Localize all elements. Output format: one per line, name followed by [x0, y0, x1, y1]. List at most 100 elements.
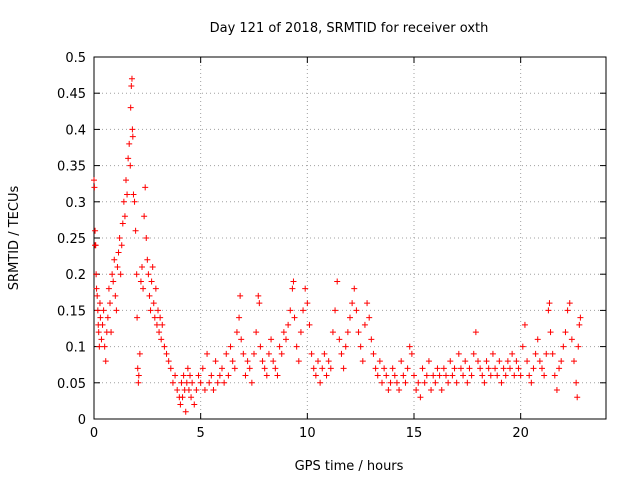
data-point	[574, 394, 581, 401]
data-point	[204, 350, 211, 357]
data-point	[121, 213, 128, 220]
data-point	[261, 365, 268, 372]
data-point	[391, 372, 398, 379]
data-point	[564, 307, 571, 314]
data-point	[96, 300, 103, 307]
data-point	[411, 372, 417, 379]
data-point	[536, 358, 543, 365]
data-point	[152, 285, 159, 292]
data-point	[148, 278, 155, 285]
data-point	[402, 379, 409, 386]
data-point	[118, 242, 125, 249]
x-tick-label: 0	[90, 426, 98, 441]
data-point	[131, 198, 138, 205]
data-point	[193, 387, 200, 394]
data-point	[417, 394, 424, 401]
y-tick-label: 0.05	[57, 377, 86, 392]
data-point	[532, 350, 539, 357]
data-point	[575, 343, 582, 350]
data-point	[110, 278, 117, 285]
data-point	[270, 358, 277, 365]
x-tick-label: 20	[512, 426, 529, 441]
data-point	[568, 336, 575, 343]
data-point	[240, 350, 247, 357]
data-point	[199, 365, 206, 372]
data-point	[289, 285, 296, 292]
data-point	[400, 372, 407, 379]
data-point	[246, 365, 253, 372]
data-point	[134, 365, 141, 372]
data-point	[466, 365, 473, 372]
data-point	[98, 336, 105, 343]
data-point	[457, 365, 464, 372]
data-point	[216, 372, 223, 379]
data-point	[436, 372, 443, 379]
data-point	[129, 126, 136, 133]
data-point	[233, 329, 240, 336]
data-point	[297, 329, 304, 336]
data-point	[151, 314, 158, 321]
data-point	[92, 227, 99, 234]
data-point	[147, 307, 154, 314]
data-point	[545, 307, 552, 314]
data-point	[477, 365, 484, 372]
data-point	[169, 379, 176, 386]
y-tick-label: 0.35	[57, 160, 86, 175]
data-point	[447, 358, 454, 365]
data-point	[312, 372, 319, 379]
data-point	[107, 300, 113, 307]
data-point	[406, 343, 413, 350]
data-point	[278, 350, 285, 357]
data-point	[137, 278, 144, 285]
data-point	[558, 358, 565, 365]
data-point	[396, 387, 403, 394]
data-point	[404, 365, 411, 372]
data-point	[462, 358, 469, 365]
data-point	[517, 372, 524, 379]
data-point	[562, 329, 569, 336]
y-tick-label: 0.15	[57, 304, 86, 319]
data-point	[259, 358, 266, 365]
data-point	[242, 372, 249, 379]
data-point	[129, 133, 136, 140]
data-point	[157, 314, 164, 321]
data-point	[290, 278, 297, 285]
data-point	[489, 350, 496, 357]
data-point	[172, 372, 179, 379]
y-tick-label: 0.4	[65, 123, 86, 138]
data-point	[334, 278, 341, 285]
data-point	[150, 300, 157, 307]
data-point	[534, 336, 541, 343]
data-point	[543, 350, 550, 357]
data-point	[128, 75, 135, 82]
data-point	[268, 336, 275, 343]
data-point	[385, 387, 392, 394]
data-point	[528, 379, 535, 386]
y-tick-label: 0.2	[65, 268, 86, 283]
data-point	[374, 372, 381, 379]
data-point	[468, 372, 475, 379]
data-point	[99, 321, 106, 328]
data-point	[265, 350, 272, 357]
data-point	[353, 307, 360, 314]
data-point	[231, 365, 238, 372]
data-point	[236, 314, 243, 321]
data-point	[325, 358, 332, 365]
data-point	[300, 307, 307, 314]
data-point	[344, 329, 351, 336]
data-point	[355, 329, 362, 336]
data-point	[551, 372, 558, 379]
data-point	[566, 300, 573, 307]
data-point	[440, 365, 447, 372]
data-point	[177, 401, 184, 408]
data-point	[419, 365, 426, 372]
data-point	[317, 379, 324, 386]
y-axis-label: SRMTID / TECUs	[7, 186, 22, 291]
data-point	[227, 343, 234, 350]
data-point	[547, 329, 554, 336]
data-point	[91, 177, 97, 184]
data-point	[372, 365, 379, 372]
data-point	[539, 365, 545, 372]
data-point	[342, 343, 349, 350]
